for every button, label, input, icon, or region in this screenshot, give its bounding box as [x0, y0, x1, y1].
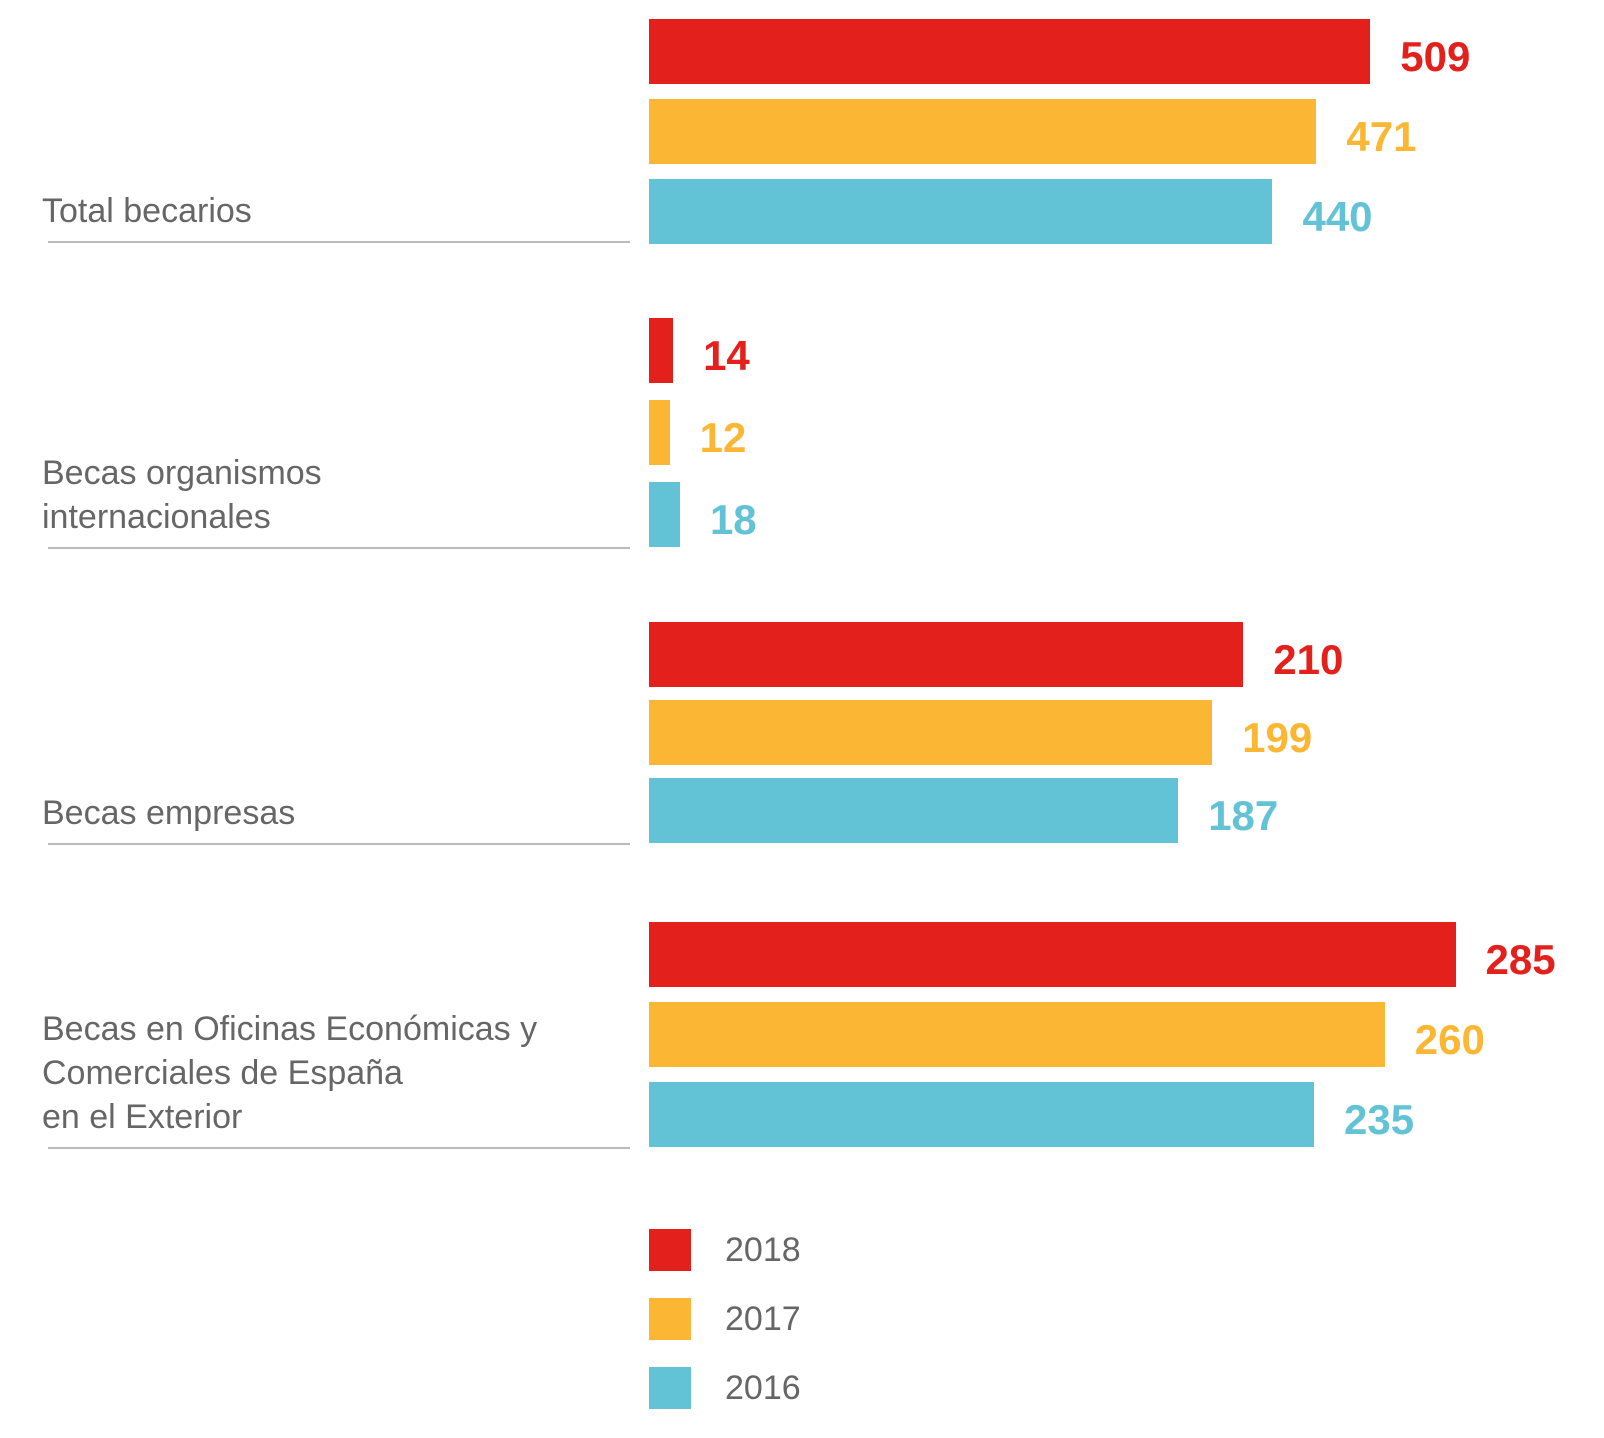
- value-label: 260: [1414, 1016, 1485, 1063]
- category-rule: [48, 241, 630, 243]
- bar: [649, 179, 1273, 244]
- category-label: Total becarios: [42, 192, 252, 230]
- value-label: 187: [1208, 792, 1279, 839]
- bar: [649, 400, 670, 465]
- category-label: Becas en Oficinas Económicas y Comercial…: [42, 1010, 538, 1136]
- value-label: 235: [1344, 1096, 1415, 1143]
- bar: [649, 99, 1317, 164]
- bar: [649, 778, 1179, 843]
- legend-label: 2018: [725, 1231, 801, 1269]
- value-label: 199: [1242, 714, 1313, 761]
- bar: [649, 622, 1244, 687]
- category-label: Becas empresas: [42, 794, 296, 832]
- bar: [649, 318, 674, 383]
- value-label: 285: [1485, 936, 1556, 983]
- value-label: 440: [1302, 193, 1373, 240]
- value-label: 14: [703, 332, 750, 379]
- legend-label: 2016: [725, 1369, 801, 1407]
- value-label: 509: [1400, 33, 1471, 80]
- category-label: Becas organismos internacionales: [42, 454, 322, 536]
- value-label: 18: [709, 496, 757, 543]
- legend-label: 2017: [725, 1300, 801, 1338]
- category-rule: [48, 547, 630, 549]
- bar: [649, 19, 1371, 84]
- value-label: 210: [1273, 636, 1344, 683]
- legend-swatch: [649, 1367, 691, 1409]
- bar: [649, 1002, 1385, 1067]
- value-label: 12: [699, 414, 747, 461]
- legend-swatch: [649, 1229, 691, 1271]
- bar: [649, 1082, 1315, 1147]
- bar: [649, 700, 1213, 765]
- category-rule: [48, 1147, 630, 1149]
- value-label: 471: [1346, 113, 1417, 160]
- bar: [649, 482, 680, 547]
- bar: [649, 922, 1456, 987]
- legend-swatch: [649, 1298, 691, 1340]
- category-rule: [48, 843, 630, 845]
